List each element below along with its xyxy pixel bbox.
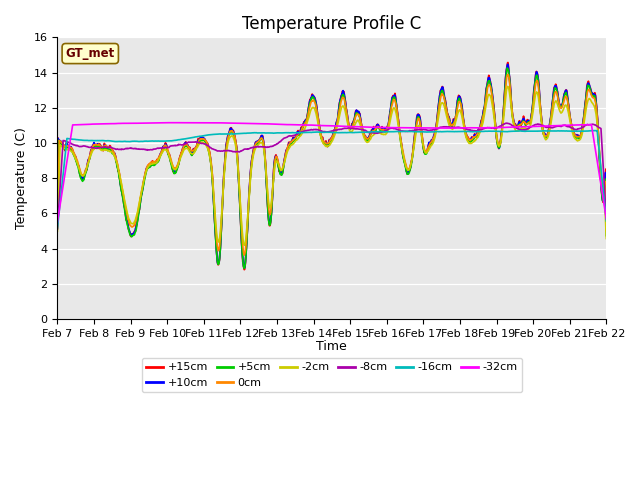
Title: Temperature Profile C: Temperature Profile C [242, 15, 422, 33]
X-axis label: Time: Time [317, 340, 348, 353]
Text: GT_met: GT_met [66, 47, 115, 60]
Legend: +15cm, +10cm, +5cm, 0cm, -2cm, -8cm, -16cm, -32cm: +15cm, +10cm, +5cm, 0cm, -2cm, -8cm, -16… [142, 358, 522, 392]
Y-axis label: Temperature (C): Temperature (C) [15, 127, 28, 229]
